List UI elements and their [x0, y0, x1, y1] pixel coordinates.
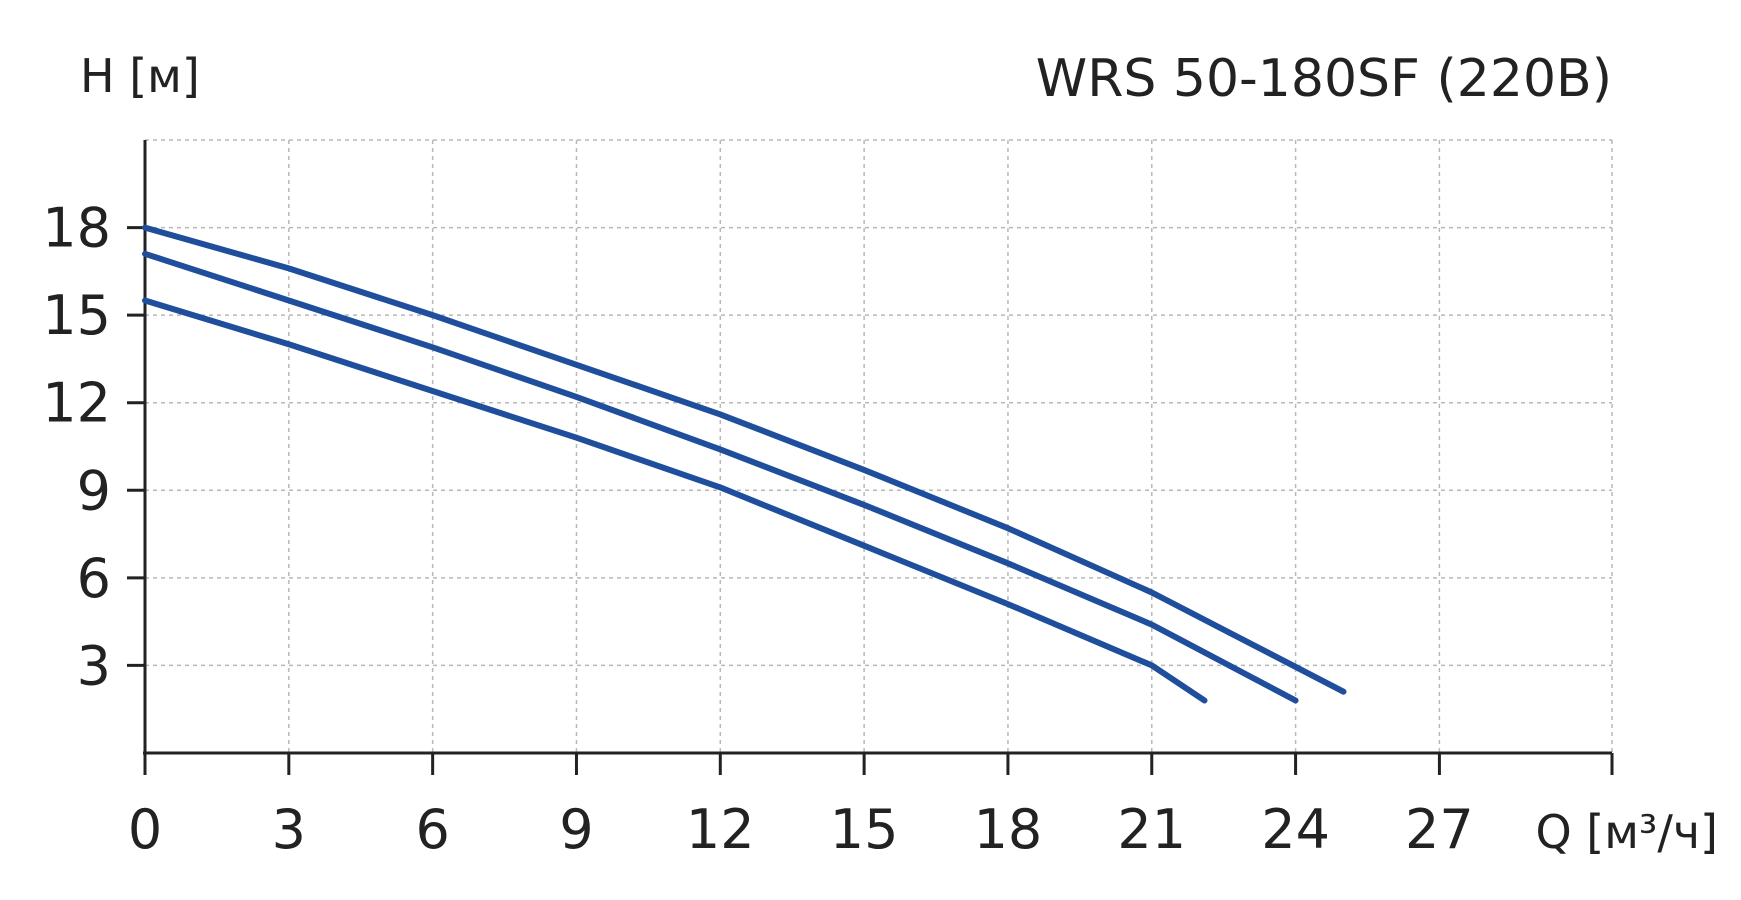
- axes: [127, 140, 1614, 775]
- y-tick-label-12: 12: [42, 372, 111, 435]
- x-axis-label: Q [м³/ч]: [1535, 805, 1718, 859]
- x-tick-label-18: 18: [974, 798, 1043, 861]
- y-tick-label-3: 3: [77, 634, 111, 697]
- y-tick-label-9: 9: [77, 459, 111, 522]
- tick-labels: 0 3 6 9 12 15 18 21 24 27 3 6 9 12 15 18: [42, 197, 1473, 861]
- pump-curve-1: [142, 224, 1347, 695]
- x-tick-label-15: 15: [830, 798, 899, 861]
- x-tick-label-3: 3: [272, 798, 306, 861]
- x-tick-label-6: 6: [415, 798, 449, 861]
- x-tick-label-21: 21: [1117, 798, 1186, 861]
- pump-curve-2: [142, 250, 1299, 704]
- x-tick-label-0: 0: [128, 798, 162, 861]
- y-tick-label-6: 6: [77, 547, 111, 610]
- y-axis-label: H [м]: [80, 49, 200, 103]
- x-tick-label-9: 9: [559, 798, 593, 861]
- x-tick-label-27: 27: [1405, 798, 1474, 861]
- pump-curve-3: [142, 297, 1208, 704]
- y-tick-label-15: 15: [42, 284, 111, 347]
- grid: [145, 139, 1613, 753]
- x-tick-label-12: 12: [686, 798, 755, 861]
- chart-title: WRS 50-180SF (220В): [1036, 49, 1612, 109]
- y-tick-label-18: 18: [42, 197, 111, 260]
- series: [142, 224, 1347, 704]
- x-tick-label-24: 24: [1261, 798, 1330, 861]
